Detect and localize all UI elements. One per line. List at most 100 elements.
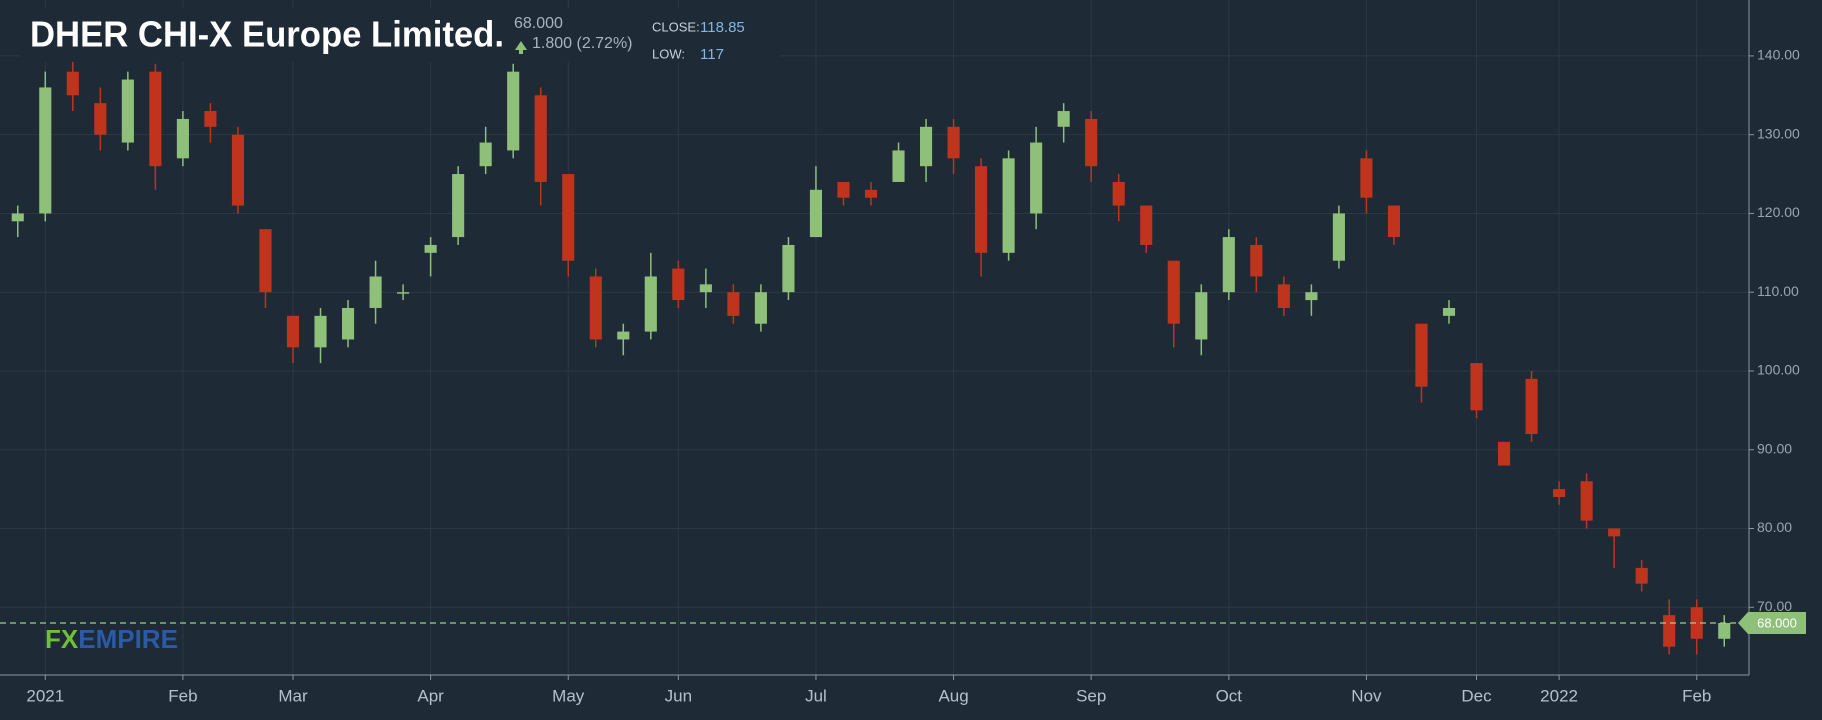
candle-body [204, 111, 217, 127]
candle-body [1305, 292, 1318, 301]
low-label: LOW: [652, 46, 685, 61]
candle-body [1277, 284, 1290, 308]
x-tick-label: Jul [805, 686, 827, 705]
x-tick-label: Feb [168, 686, 197, 705]
candle-body [947, 126, 960, 159]
x-tick-label: 2022 [1540, 686, 1578, 705]
candle-body [837, 181, 850, 198]
y-tick-label: 70.00 [1757, 598, 1792, 614]
x-tick-label: Apr [417, 686, 444, 705]
candle-body [782, 244, 795, 293]
y-tick-label: 140.00 [1757, 47, 1800, 63]
marks-layer [11, 48, 1731, 655]
candle-body [66, 71, 79, 96]
header-backdrop [20, 8, 780, 62]
candle-body [892, 150, 905, 182]
candle-body [754, 292, 767, 324]
x-tick-label: Aug [938, 686, 968, 705]
close-value: 118.85 [700, 19, 745, 36]
candle-body [314, 315, 327, 348]
candle-body [589, 276, 602, 340]
candle-body [562, 174, 575, 261]
logo-empire: EMPIRE [78, 624, 178, 654]
candle-body [94, 103, 107, 135]
candle-body [864, 189, 878, 198]
x-tick-label: 2021 [26, 686, 64, 705]
candle-body [1222, 237, 1235, 293]
y-tick-label: 130.00 [1757, 125, 1800, 141]
low-value: 117 [700, 46, 724, 63]
candle-body [1663, 615, 1676, 647]
candle-body [1387, 205, 1401, 238]
grid-layer [0, 0, 1749, 675]
x-tick-label: Oct [1216, 686, 1243, 705]
candle-body [369, 276, 382, 308]
candle-body [1580, 481, 1593, 521]
candle-body [1553, 489, 1566, 497]
candle-body [1002, 158, 1015, 253]
close-label: CLOSE: [652, 19, 700, 34]
candle-body [1497, 441, 1511, 466]
candle-body [727, 292, 740, 316]
y-tick-label: 120.00 [1757, 204, 1800, 220]
candle-body [176, 118, 189, 159]
candle-body [397, 292, 410, 294]
chart-title: DHER CHI-X Europe Limited. [30, 14, 504, 55]
candle-body [617, 331, 630, 340]
candle-body [1470, 363, 1483, 411]
logo: FXEMPIRE [45, 624, 178, 654]
candle-body [1360, 158, 1373, 198]
candle-body [341, 307, 355, 340]
candle-body [1030, 142, 1043, 214]
last-price-tag-label: 68.000 [1757, 615, 1797, 630]
up-arrow-icon [515, 41, 527, 50]
candle-body [975, 166, 988, 253]
candle-body [231, 134, 245, 206]
candle-body [1085, 118, 1098, 167]
last-price: 68.000 [514, 15, 563, 32]
candle-body [479, 142, 492, 167]
up-arrow-stem [519, 49, 523, 54]
candle-body [1167, 260, 1180, 324]
candle-body [1415, 323, 1428, 387]
candle-body [259, 229, 272, 293]
y-tick-label: 100.00 [1757, 362, 1800, 378]
candle-body [11, 213, 24, 222]
candle-body [1690, 607, 1703, 639]
candle-body [1332, 213, 1345, 261]
x-tick-label: Nov [1351, 686, 1382, 705]
x-tick-label: May [552, 686, 585, 705]
candle-body [919, 126, 933, 167]
price-change: 1.800 (2.72%) [532, 35, 633, 52]
candle-body [1442, 307, 1456, 316]
candle-body [1718, 623, 1731, 639]
candle-body [1608, 528, 1621, 537]
candle-body [1525, 378, 1538, 434]
candle-body [1112, 181, 1125, 206]
candle-body [121, 79, 134, 143]
candle-body [149, 71, 162, 167]
candle-body [672, 268, 685, 301]
x-tick-label: Mar [278, 686, 308, 705]
candle-body [699, 284, 712, 293]
y-tick-label: 110.00 [1757, 283, 1799, 299]
y-tick-label: 80.00 [1757, 519, 1792, 535]
y-tick-label: 90.00 [1757, 440, 1792, 456]
x-tick-label: Dec [1461, 686, 1492, 705]
candle-body [809, 189, 823, 238]
candle-body [1250, 244, 1263, 277]
x-tick-label: Jun [665, 686, 692, 705]
candle-body [1635, 567, 1648, 584]
candle-body [1057, 111, 1070, 127]
candle-body [452, 174, 465, 238]
candle-body [424, 244, 437, 253]
logo-fx: FX [45, 624, 79, 654]
candle-body [507, 71, 520, 151]
candle-body [1140, 205, 1153, 245]
last-price-tag [1738, 612, 1806, 635]
x-tick-label: Sep [1076, 686, 1106, 705]
x-tick-label: Feb [1682, 686, 1711, 705]
